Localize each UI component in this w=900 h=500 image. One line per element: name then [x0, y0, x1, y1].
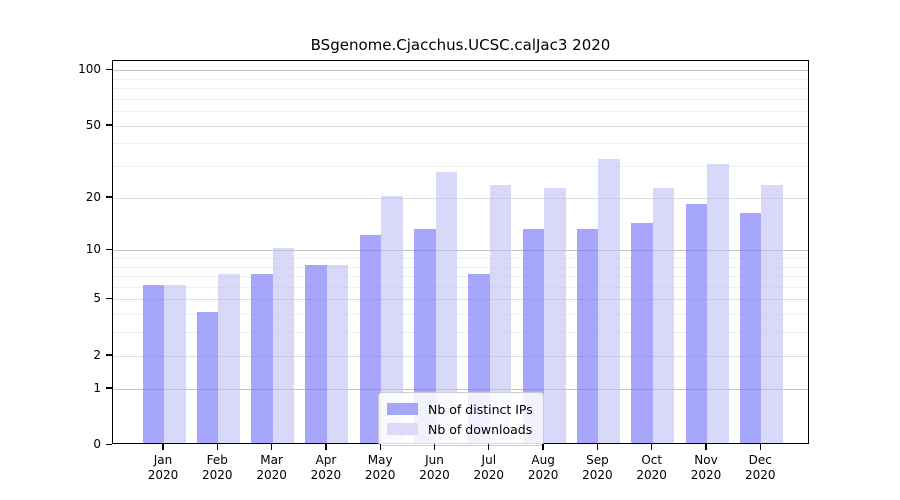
- legend-swatch-downloads: [387, 423, 418, 435]
- x-tick-label: Mar 2020: [256, 453, 287, 482]
- y-tick-mark: [106, 248, 112, 251]
- x-tick-label: Jun 2020: [419, 453, 450, 482]
- x-tick-mark: [162, 444, 164, 450]
- gridline-major: [113, 355, 808, 357]
- y-tick-label: 1: [93, 380, 101, 395]
- x-tick-label: May 2020: [364, 453, 396, 482]
- y-tick-mark: [106, 354, 112, 356]
- gridline-major: [113, 125, 808, 127]
- gridline-minor: [113, 276, 808, 278]
- x-tick-label: Feb 2020: [202, 453, 233, 482]
- x-tick-label: Aug 2020: [527, 453, 559, 482]
- bar-distinct-ips: [685, 203, 707, 443]
- bar-downloads: [707, 164, 729, 443]
- gridline-major: [113, 299, 808, 301]
- gridline-minor: [113, 314, 808, 316]
- y-tick-label: 2: [93, 347, 101, 362]
- x-tick-mark: [270, 444, 273, 450]
- x-tick-label: Oct 2020: [636, 453, 667, 482]
- gridline-minor: [113, 166, 808, 168]
- legend-label-distinct-ips: Nb of distinct IPs: [428, 401, 533, 417]
- bar-distinct-ips: [196, 312, 219, 443]
- x-tick-label: Nov 2020: [690, 453, 722, 482]
- legend-label-downloads: Nb of downloads: [428, 421, 533, 437]
- y-tick-mark: [106, 68, 112, 70]
- legend-entry-downloads: Nb of downloads: [387, 419, 533, 439]
- gridline-decade: [113, 70, 808, 72]
- gridline-minor: [113, 257, 808, 259]
- x-tick-mark: [216, 444, 218, 450]
- bar-distinct-ips: [359, 234, 382, 443]
- bar-distinct-ips: [414, 228, 436, 443]
- y-tick-label: 50: [85, 117, 101, 132]
- gridline-minor: [113, 332, 808, 334]
- bar-distinct-ips: [631, 223, 653, 443]
- y-tick-label: 100: [78, 62, 101, 77]
- x-tick-mark: [705, 444, 707, 450]
- bar-downloads: [381, 195, 403, 443]
- x-tick-mark: [596, 444, 599, 450]
- x-tick-label: Sep 2020: [582, 453, 613, 482]
- y-tick-mark: [106, 297, 112, 300]
- x-tick-mark: [379, 444, 381, 450]
- gridline-minor: [113, 111, 808, 113]
- x-tick-label: Jul 2020: [473, 453, 505, 482]
- bar-downloads: [544, 188, 566, 443]
- y-tick-mark: [106, 196, 112, 198]
- gridline-minor: [113, 88, 808, 90]
- plot-area: Nb of distinct IPs Nb of downloads: [112, 60, 809, 446]
- x-tick-mark: [542, 444, 544, 450]
- x-tick-mark: [325, 444, 327, 450]
- gridline-minor: [113, 98, 808, 100]
- chart-title: BSgenome.Cjacchus.UCSC.calJac3 2020: [310, 36, 611, 54]
- bar-downloads: [272, 248, 295, 443]
- bar-distinct-ips: [305, 264, 327, 443]
- x-tick-label: Jan 2020: [147, 453, 179, 482]
- bar-distinct-ips: [522, 228, 545, 443]
- y-tick-mark: [106, 387, 112, 389]
- gridline-decade: [113, 388, 808, 390]
- x-tick-mark: [759, 444, 761, 450]
- bar-downloads: [218, 274, 240, 443]
- plot-canvas: [113, 61, 808, 443]
- bar-distinct-ips: [739, 212, 762, 443]
- bar-downloads: [164, 284, 186, 443]
- y-tick-label: 0: [93, 437, 101, 451]
- y-tick-label: 10: [85, 242, 101, 257]
- bar-downloads: [761, 184, 783, 443]
- bar-downloads: [652, 188, 675, 443]
- x-tick-mark: [651, 444, 653, 450]
- gridline-major: [113, 197, 808, 199]
- gridline-minor: [113, 78, 808, 80]
- gridline-decade: [113, 250, 808, 252]
- legend: Nb of distinct IPs Nb of downloads: [378, 392, 544, 446]
- bar-downloads: [326, 264, 349, 443]
- y-tick-mark: [106, 443, 112, 445]
- bar-distinct-ips: [251, 274, 273, 443]
- gridline-minor: [113, 143, 808, 145]
- x-tick-label: Dec 2020: [745, 453, 776, 482]
- x-tick-mark: [433, 444, 436, 450]
- bar-distinct-ips: [142, 284, 164, 443]
- y-tick-label: 5: [93, 291, 101, 306]
- gridline-minor: [113, 266, 808, 268]
- y-tick-label: 20: [85, 189, 101, 204]
- bar-downloads: [598, 158, 620, 443]
- bar-downloads: [435, 172, 457, 443]
- gridline-minor: [113, 286, 808, 288]
- bar-distinct-ips: [576, 228, 599, 443]
- legend-swatch-distinct-ips: [387, 403, 418, 415]
- legend-entry-distinct-ips: Nb of distinct IPs: [387, 399, 533, 419]
- x-tick-mark: [488, 444, 490, 450]
- y-tick-mark: [106, 124, 112, 126]
- bar-downloads: [489, 184, 512, 443]
- x-tick-label: Apr 2020: [310, 453, 342, 482]
